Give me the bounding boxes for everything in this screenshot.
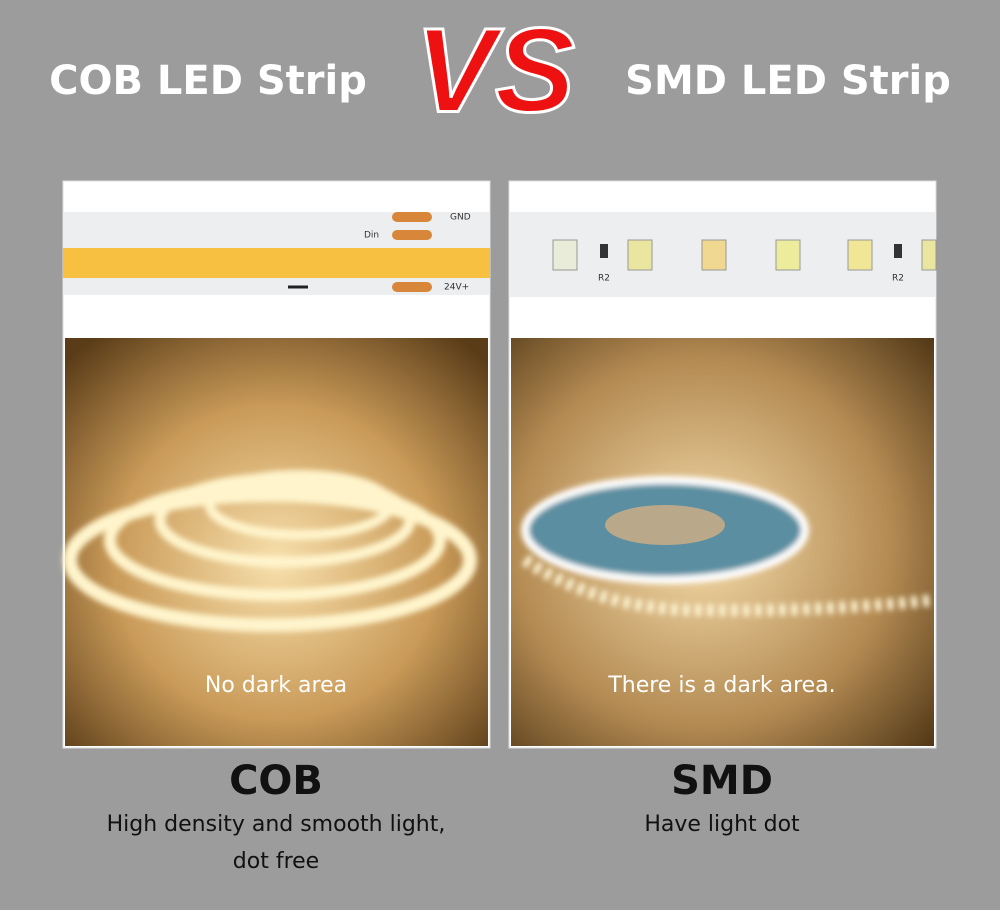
cob-panel: GND Din 24V+ No dark area COB High densi… bbox=[62, 180, 491, 874]
reel-hub bbox=[605, 505, 725, 545]
vs-mark: VS bbox=[415, 4, 575, 138]
strip-label: R2 bbox=[892, 274, 904, 284]
caption: No dark area bbox=[205, 673, 347, 698]
caption: There is a dark area. bbox=[607, 673, 835, 698]
pad bbox=[392, 282, 432, 292]
pad bbox=[392, 212, 432, 222]
strip-label: R2 bbox=[598, 274, 610, 284]
description: High density and smooth light, bbox=[107, 812, 446, 837]
description: Have light dot bbox=[644, 812, 800, 837]
left-title: COB LED Strip bbox=[49, 58, 367, 104]
heading: COB bbox=[229, 758, 323, 804]
description: dot free bbox=[233, 849, 319, 874]
cob-band bbox=[63, 248, 490, 278]
cob-rings bbox=[63, 470, 477, 632]
smd-panel: R2 R2 There is a dark area. SMD Have lig… bbox=[508, 180, 937, 837]
cob-photo bbox=[65, 338, 488, 746]
strip-label: Din bbox=[364, 231, 379, 241]
right-title: SMD LED Strip bbox=[625, 58, 951, 104]
smd-strip-glow bbox=[521, 555, 935, 617]
strip-label: 24V+ bbox=[444, 283, 469, 293]
strip-label: GND bbox=[450, 213, 471, 223]
leds bbox=[552, 239, 937, 271]
heading: SMD bbox=[671, 758, 773, 804]
pad bbox=[392, 230, 432, 240]
